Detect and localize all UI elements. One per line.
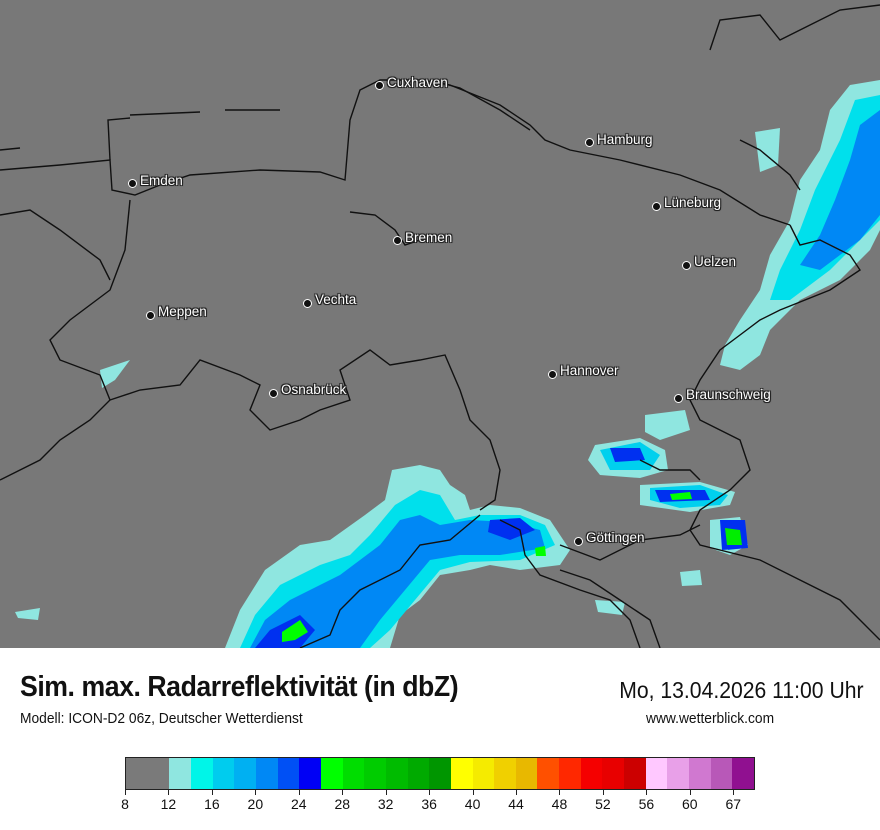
city-marker xyxy=(375,81,384,90)
model-source: Modell: ICON-D2 06z, Deutscher Wetterdie… xyxy=(20,710,303,727)
legend-swatch xyxy=(559,758,581,789)
legend-swatch xyxy=(667,758,690,789)
legend-tick-label: 48 xyxy=(551,796,568,812)
legend-swatch xyxy=(645,758,668,789)
legend-swatch xyxy=(450,758,473,789)
legend-swatch xyxy=(190,758,213,789)
legend-swatch xyxy=(234,758,256,789)
legend-tick xyxy=(472,790,474,795)
city-label-braunschweig: Braunschweig xyxy=(686,387,771,402)
legend-swatch xyxy=(515,758,538,789)
legend-swatch xyxy=(385,758,408,789)
legend-swatch xyxy=(710,758,733,789)
legend-tick-label: 36 xyxy=(421,796,437,812)
legend-tick xyxy=(429,790,431,795)
city-marker xyxy=(652,202,661,211)
legend-tick-label: 67 xyxy=(725,796,742,812)
legend-tick-label: 56 xyxy=(638,796,655,812)
legend-tick-label: 16 xyxy=(204,796,220,812)
precip-green xyxy=(282,620,308,642)
legend-tick xyxy=(733,790,735,795)
legend-swatch xyxy=(689,758,711,789)
legend-tick-label: 32 xyxy=(377,796,394,812)
legend-tick-label: 8 xyxy=(121,796,129,812)
legend-swatch xyxy=(255,758,278,789)
legend-tick xyxy=(342,790,344,795)
legend-swatch xyxy=(494,758,516,789)
legend-tick xyxy=(211,790,213,795)
city-label-meppen: Meppen xyxy=(158,304,207,319)
precip-blue xyxy=(250,515,545,648)
city-label-osnabrueck: Osnabrück xyxy=(281,382,347,397)
city-label-hannover: Hannover xyxy=(560,363,619,378)
legend-swatch xyxy=(320,758,343,789)
legend-swatch xyxy=(472,758,495,789)
city-marker xyxy=(393,236,402,245)
legend-tick-label: 12 xyxy=(160,796,177,812)
city-marker xyxy=(574,537,583,546)
legend-swatch xyxy=(580,758,603,789)
legend-swatch xyxy=(212,758,235,789)
legend-swatch xyxy=(537,758,560,789)
city-label-goettingen: Göttingen xyxy=(586,530,645,545)
legend-swatch xyxy=(429,758,451,789)
legend-tick xyxy=(385,790,387,795)
legend-tick xyxy=(516,790,518,795)
legend-swatch xyxy=(407,758,430,789)
city-label-hamburg: Hamburg xyxy=(597,132,653,147)
color-legend xyxy=(125,757,755,790)
city-marker xyxy=(548,370,557,379)
city-label-vechta: Vechta xyxy=(315,292,357,307)
website-link[interactable]: www.wetterblick.com xyxy=(646,710,775,727)
legend-swatch xyxy=(732,758,755,789)
borders-coastlines xyxy=(0,4,880,649)
legend-swatch xyxy=(602,758,625,789)
city-marker xyxy=(682,261,691,270)
map-title: Sim. max. Radarreflektivität (in dbZ) xyxy=(20,671,459,703)
legend-tick xyxy=(255,790,257,795)
legend-ticks: 8 12 16 20 24 28 32 36 40 44 48 52 56 60… xyxy=(121,790,755,820)
legend-swatch xyxy=(624,758,646,789)
map-svg xyxy=(0,4,880,649)
legend-tick xyxy=(125,790,126,795)
legend-swatch xyxy=(364,758,386,789)
legend-tick xyxy=(602,790,604,795)
legend-tick-label: 20 xyxy=(247,796,264,812)
legend-swatch xyxy=(147,758,170,789)
legend-swatch xyxy=(299,758,321,789)
city-label-uelzen: Uelzen xyxy=(694,254,737,269)
city-label-emden: Emden xyxy=(140,173,183,188)
city-marker xyxy=(674,394,683,403)
precipitation-layer xyxy=(15,80,880,648)
legend-tick xyxy=(168,790,170,795)
legend-tick-label: 60 xyxy=(682,796,698,812)
legend-swatch xyxy=(169,758,191,789)
city-marker xyxy=(128,179,137,188)
city-marker xyxy=(585,138,594,147)
legend-tick-label: 44 xyxy=(508,796,524,812)
legend-tick xyxy=(646,790,648,795)
city-marker xyxy=(303,299,312,308)
legend-swatch xyxy=(126,758,148,789)
legend-tick xyxy=(689,790,691,795)
city-marker xyxy=(146,311,155,320)
legend-tick xyxy=(298,790,300,795)
legend-swatch xyxy=(342,758,365,789)
legend-swatch xyxy=(277,758,300,789)
radar-map: Cuxhaven Hamburg Emden Lüneburg Bremen U… xyxy=(0,0,880,649)
city-label-lueneburg: Lüneburg xyxy=(664,195,722,210)
legend-tick-label: 28 xyxy=(334,796,351,812)
city-label-cuxhaven: Cuxhaven xyxy=(387,75,448,90)
legend-tick-label: 40 xyxy=(464,796,481,812)
valid-datetime: Mo, 13.04.2026 11:00 Uhr xyxy=(619,677,864,703)
legend-tick xyxy=(559,790,561,795)
legend-tick-label: 52 xyxy=(595,796,611,812)
city-marker xyxy=(269,389,278,398)
city-label-bremen: Bremen xyxy=(405,230,453,245)
legend-tick-label: 24 xyxy=(290,796,307,812)
